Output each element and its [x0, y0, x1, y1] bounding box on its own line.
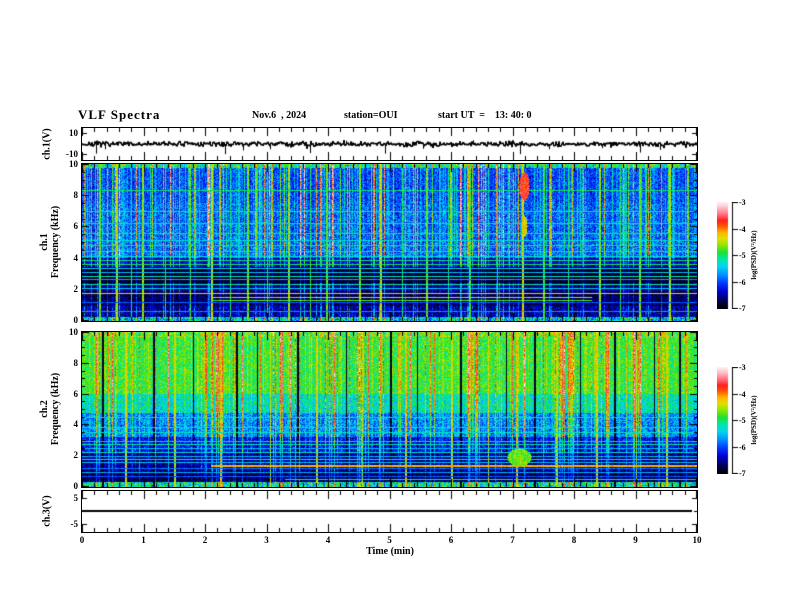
ch1-axis-line2: Frequency (kHz)	[50, 205, 61, 279]
y-tick-label: 6	[73, 388, 79, 399]
date-label: Nov.6 , 2024	[252, 110, 307, 121]
y-tick-label: -5	[70, 519, 79, 530]
colorbar-tick-label: -5	[739, 416, 746, 425]
x-tick-label: 4	[325, 535, 331, 545]
colorbar-tick-label: -6	[739, 442, 746, 452]
colorbar-tick-label: -3	[739, 198, 746, 207]
start-ut-label: start UT = 13: 40: 0	[438, 110, 532, 121]
ch1-voltage-axis-title: ch.1(V)	[41, 128, 53, 160]
x-axis-title: Time (min)	[366, 546, 414, 557]
ch2-frequency-axis-title: ch.2 Frequency (kHz)	[39, 373, 61, 445]
y-tick-label: 0	[73, 315, 79, 325]
x-tick-label: 9	[633, 535, 638, 545]
colorbar-tick-label: -4	[739, 224, 746, 234]
x-tick-label: 8	[571, 535, 577, 545]
x-tick-label: 6	[448, 535, 454, 545]
colorbar-tick-label: -5	[739, 251, 746, 260]
ch1-axis-line1: ch.1	[39, 233, 50, 251]
ch2-axis-line1: ch.2	[39, 400, 50, 418]
colorbar-tick-label: -6	[739, 277, 746, 287]
x-tick-label: 1	[141, 535, 146, 545]
y-tick-label: -10	[66, 148, 78, 159]
y-tick-label: 10	[69, 128, 78, 139]
y-tick-label: 2	[73, 283, 79, 294]
y-tick-label: 5	[73, 492, 79, 503]
colorbar-tick-label: -7	[739, 469, 746, 478]
y-tick-label: 10	[69, 159, 78, 169]
y-tick-label: 2	[73, 450, 79, 461]
colorbar-tick-label: -7	[739, 304, 746, 313]
ch1-spectrogram-panel	[81, 163, 698, 322]
y-tick-label: 10	[69, 327, 78, 337]
y-tick-label: 8	[73, 357, 79, 368]
ch1-frequency-axis-title: ch.1 Frequency (kHz)	[39, 206, 61, 278]
colorbar-tick-label: -4	[739, 389, 746, 399]
ch2-axis-line2: Frequency (kHz)	[50, 372, 61, 446]
y-tick-label: 4	[73, 252, 79, 263]
x-tick-label: 0	[79, 535, 85, 545]
x-tick-label: 3	[264, 535, 269, 545]
colorbar-tick-label: -3	[739, 363, 746, 372]
x-tick-label: 7	[510, 535, 515, 545]
y-tick-label: 4	[73, 419, 79, 430]
ch1-voltage-panel	[81, 127, 698, 161]
x-tick-label: 5	[387, 535, 392, 545]
ch1-voltage-canvas	[82, 128, 697, 160]
colorbar-ch1	[717, 202, 739, 309]
ch3-voltage-panel	[81, 490, 698, 533]
ch3-voltage-axis-title: ch.3(V)	[41, 495, 53, 527]
y-tick-label: 0	[73, 481, 79, 491]
station-label: station=OUI	[344, 110, 398, 121]
x-tick-label: 10	[692, 535, 702, 545]
ch2-spectrogram-canvas	[82, 332, 697, 487]
colorbar-ch2	[717, 367, 739, 474]
ch3-voltage-canvas	[82, 491, 697, 532]
y-tick-label: 6	[73, 221, 79, 232]
ch2-spectrogram-panel	[81, 331, 698, 488]
x-tick-label: 2	[202, 535, 208, 545]
y-tick-label: 8	[73, 190, 79, 201]
page-title: VLF Spectra	[78, 107, 161, 122]
ch1-spectrogram-canvas	[82, 164, 697, 321]
